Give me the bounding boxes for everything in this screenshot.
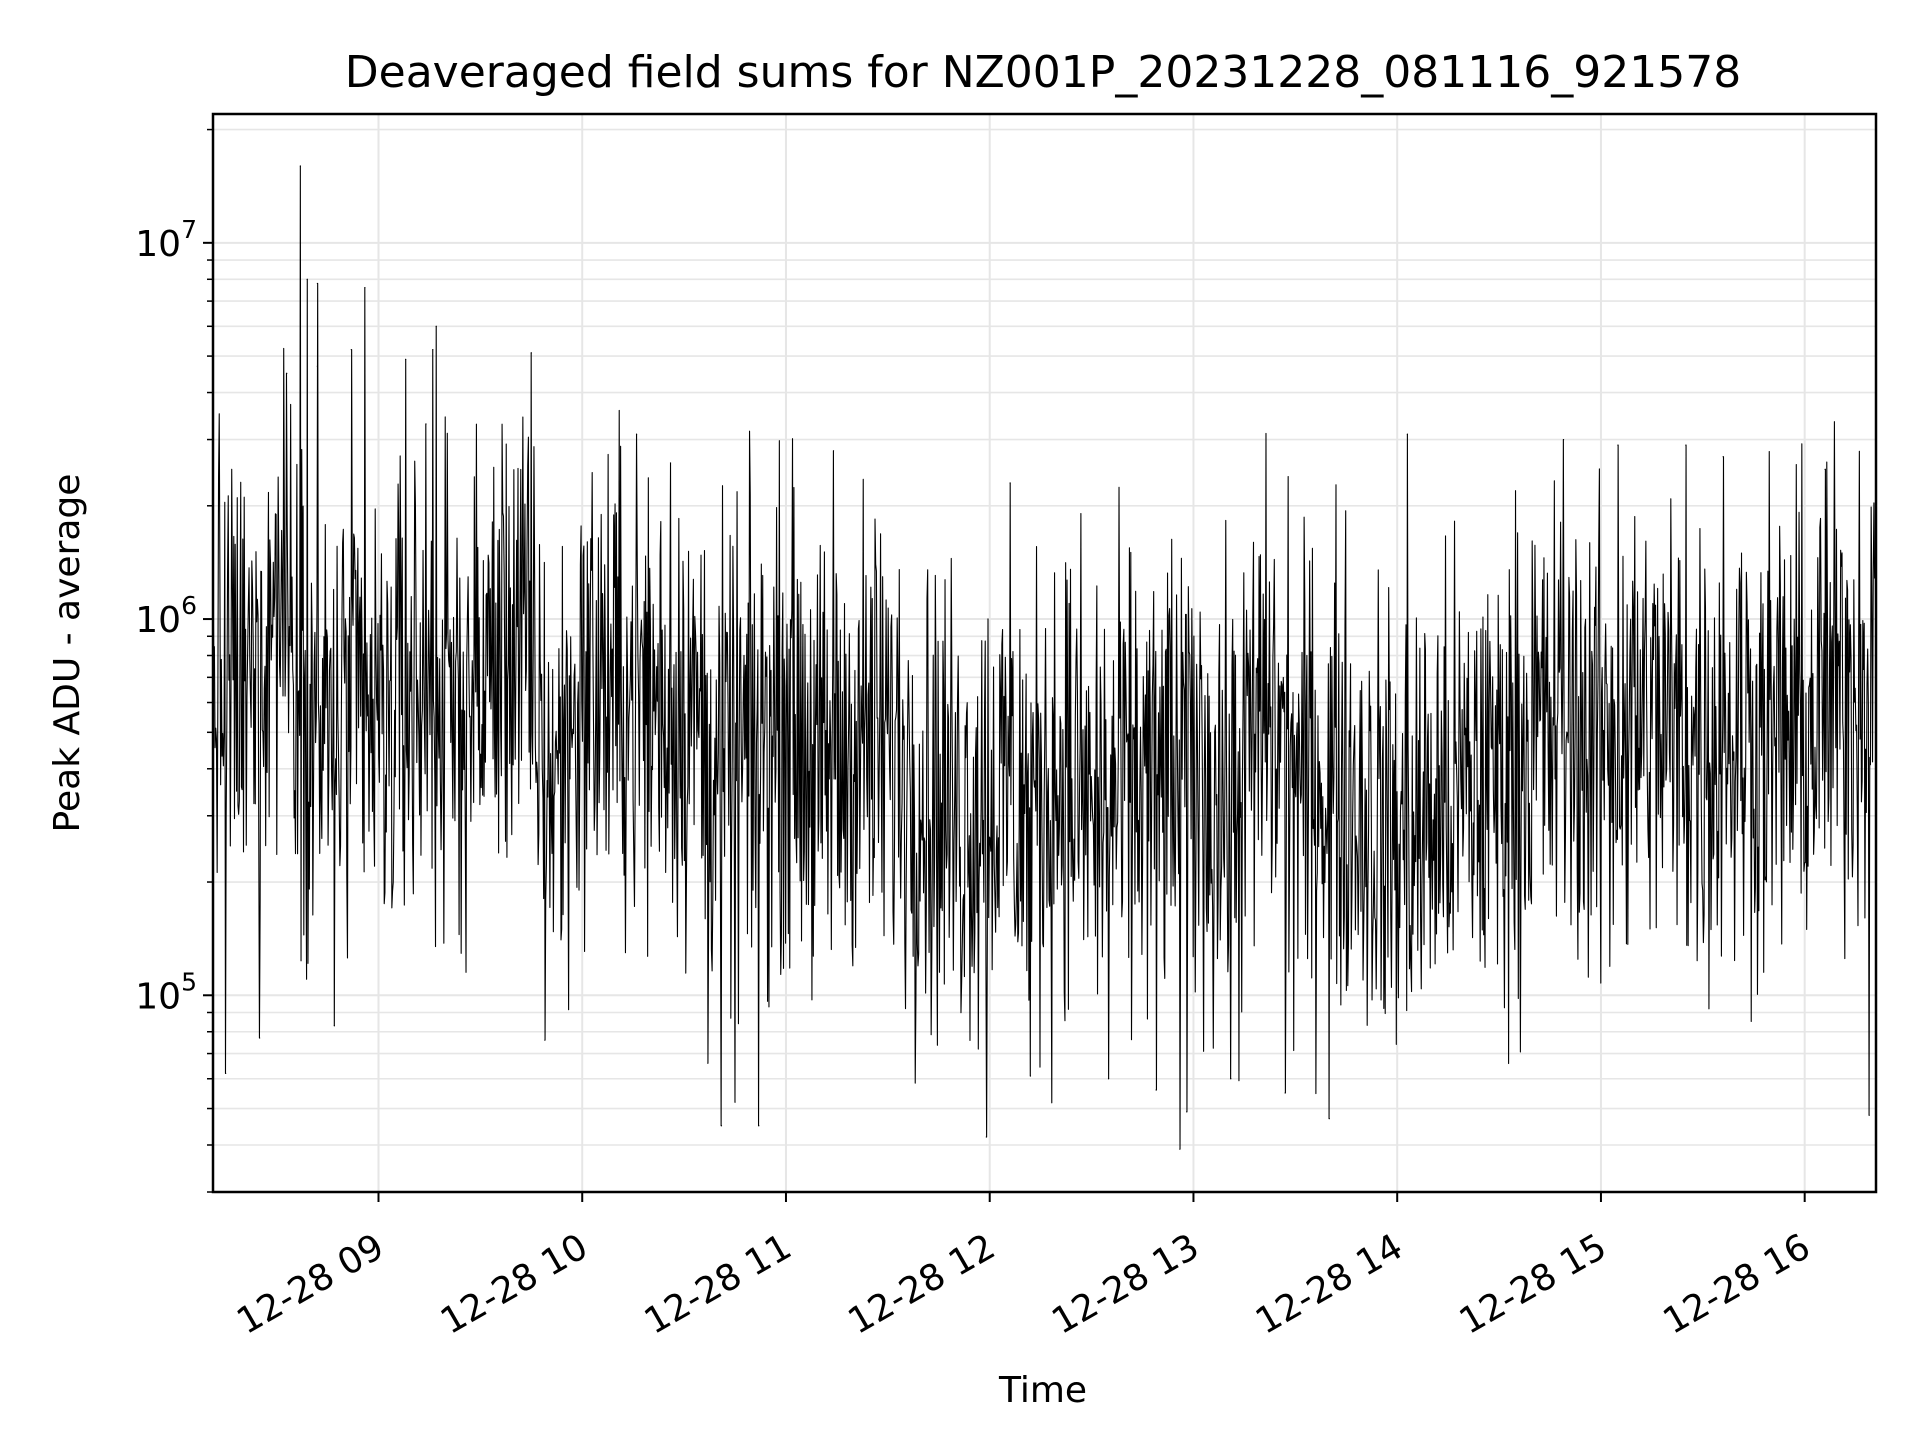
spike-point — [1107, 1078, 1110, 1080]
spike-point — [1868, 1114, 1870, 1116]
y-tick-exponent: 5 — [181, 967, 197, 996]
spike-point — [832, 450, 835, 452]
spike-point — [1155, 1089, 1157, 1091]
spike-point — [364, 287, 366, 289]
spike-point — [1230, 1078, 1232, 1080]
y-tick-base: 10 — [135, 224, 181, 265]
spike-point — [1328, 1118, 1330, 1120]
y-axis-label: Peak ADU - average — [47, 474, 88, 833]
y-tick-label: 106 — [135, 591, 197, 641]
y-tick-exponent: 6 — [181, 591, 197, 620]
spike-point — [720, 1125, 723, 1127]
spike-point — [734, 1101, 736, 1103]
spike-point — [707, 1062, 709, 1064]
x-axis-label: Time — [998, 1370, 1087, 1411]
spike-point — [316, 282, 318, 285]
spike-point — [1186, 1111, 1188, 1113]
spike-point — [1824, 468, 1826, 470]
spike-point — [259, 1037, 261, 1039]
spike-point — [1284, 1092, 1286, 1094]
spike-point — [758, 1125, 760, 1127]
y-tick-base: 10 — [135, 976, 181, 1017]
spike-point — [299, 165, 301, 167]
spike-point — [225, 1072, 227, 1074]
spike-point — [432, 349, 434, 351]
spike-point — [1617, 444, 1619, 446]
series-line — [212, 165, 1877, 1150]
spike-point — [425, 423, 427, 425]
spike-point — [985, 1136, 987, 1138]
spike-point — [1685, 444, 1687, 446]
series-line-group — [212, 165, 1877, 1150]
spike-point — [1722, 456, 1724, 458]
spike-point — [1179, 1148, 1181, 1150]
y-tick-label: 107 — [135, 215, 197, 265]
y-tick-label: 105 — [135, 967, 197, 1017]
spike-point — [669, 462, 672, 464]
spike-point — [1406, 433, 1408, 435]
spike-point — [350, 349, 352, 351]
chart-title: Deaveraged field sums for NZ001P_2023122… — [345, 47, 1741, 98]
y-tick-base: 10 — [135, 600, 181, 641]
y-tick-exponent: 7 — [181, 215, 197, 244]
spike-point — [306, 278, 308, 280]
spike-point — [333, 1025, 335, 1027]
plot-frame — [211, 112, 1878, 1194]
spike-point — [635, 433, 638, 435]
spike-point — [286, 372, 288, 374]
spike-point — [435, 325, 437, 327]
spike-point — [530, 352, 532, 354]
spike-point — [316, 365, 318, 367]
spike-point — [1009, 482, 1011, 484]
spike-point — [1562, 438, 1565, 441]
spike-point — [544, 1039, 546, 1041]
spike-point — [405, 358, 407, 360]
spike-point — [1029, 1075, 1032, 1077]
